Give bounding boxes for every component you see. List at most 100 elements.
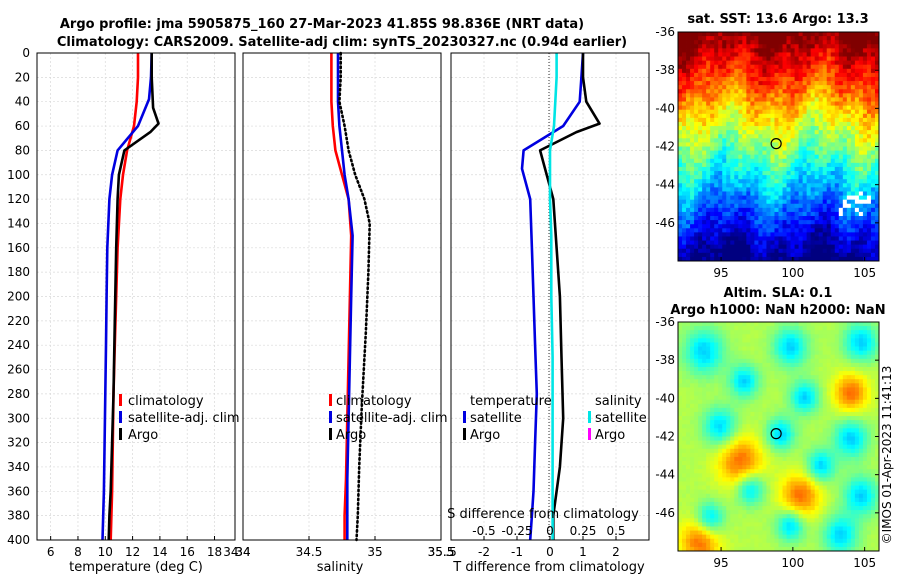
map-cell [758,105,763,111]
map-cell [710,375,715,380]
map-cell [678,366,683,372]
map-cell [858,101,864,107]
map-cell [722,134,727,139]
map-cell [702,465,707,470]
map-cell [834,228,840,233]
map-cell [762,342,767,347]
map-cell [698,473,703,478]
map-cell [810,448,816,454]
map-cell [798,216,804,221]
map-cell [826,60,832,66]
map-cell [838,203,844,209]
map-cell [810,117,816,123]
map-cell [746,60,751,66]
map-cell [806,440,812,446]
map-cell [834,48,840,53]
map-cell [782,469,787,474]
map-cell [710,362,715,368]
map-cell [754,420,759,425]
map-cell [714,391,719,397]
map-cell [694,199,699,205]
map-cell [790,350,795,356]
map-cell [750,379,755,384]
map-cell [702,330,707,335]
map-cell [834,362,840,368]
map-cell [862,64,868,70]
map-cell [818,191,824,196]
map-cell [686,76,691,82]
map-cell [830,211,836,217]
map-cell [758,256,763,262]
map-cell [734,375,739,380]
map-cell [826,330,832,335]
map-cell [762,187,767,192]
map-cell [758,76,763,82]
map-cell [686,477,691,482]
map-cell [830,342,836,347]
map-cell [822,403,828,409]
map-cell [830,216,836,221]
map-cell [814,97,820,102]
map-cell [730,126,735,131]
map-cell [866,187,872,192]
map-cell [750,166,755,172]
map-cell [722,142,727,147]
map-cell [750,334,755,339]
sla-map: Altim. SLA: 0.1 Argo h1000: NaN h2000: N… [655,286,885,570]
map-cell [702,64,707,70]
map-cell [830,354,836,360]
map-cell [678,183,683,188]
map-cell [750,40,755,45]
map-cell [730,371,735,376]
map-cell [726,175,731,180]
map-cell [742,85,747,90]
map-cell [750,150,755,156]
map-cell [682,130,687,135]
map-cell [846,350,852,356]
map-cell [830,440,836,446]
map-cell [842,97,848,102]
map-cell [830,358,836,364]
map-cell [766,448,771,454]
map-cell [710,211,715,217]
map-cell [738,158,743,164]
map-cell [706,407,711,413]
map-cell [786,121,791,127]
map-cell [854,76,860,82]
map-cell [830,371,836,376]
map-cell [678,350,683,356]
x-tick-label: 34.5 [296,545,323,559]
map-cell [818,211,824,217]
map-cell [762,130,767,135]
map-cell [782,224,787,229]
map-cell [726,179,731,184]
map-cell [698,448,703,454]
map-cell [686,216,691,221]
map-cell [678,44,683,49]
map-cell [738,440,743,446]
map-cell [782,199,787,205]
map-cell [722,322,727,327]
map-cell [842,407,848,413]
map-cell [846,113,852,119]
map-cell [858,461,864,466]
map-cell [834,81,840,86]
map-cell [778,420,783,425]
map-cell [706,448,711,454]
map-cell [850,117,856,123]
map-cell [714,72,719,78]
map-cell [814,477,820,482]
map-cell [782,334,787,339]
map-cell [782,97,787,102]
map-cell [742,448,747,454]
map-cell [810,240,816,246]
map-cell [750,113,755,119]
map-cell [706,477,711,482]
map-cell [746,105,751,111]
map-cell [722,138,727,143]
map-cell [698,452,703,458]
map-cell [806,109,812,115]
map-cell [810,36,816,41]
map-cell [722,387,727,392]
map-cell [826,244,832,250]
